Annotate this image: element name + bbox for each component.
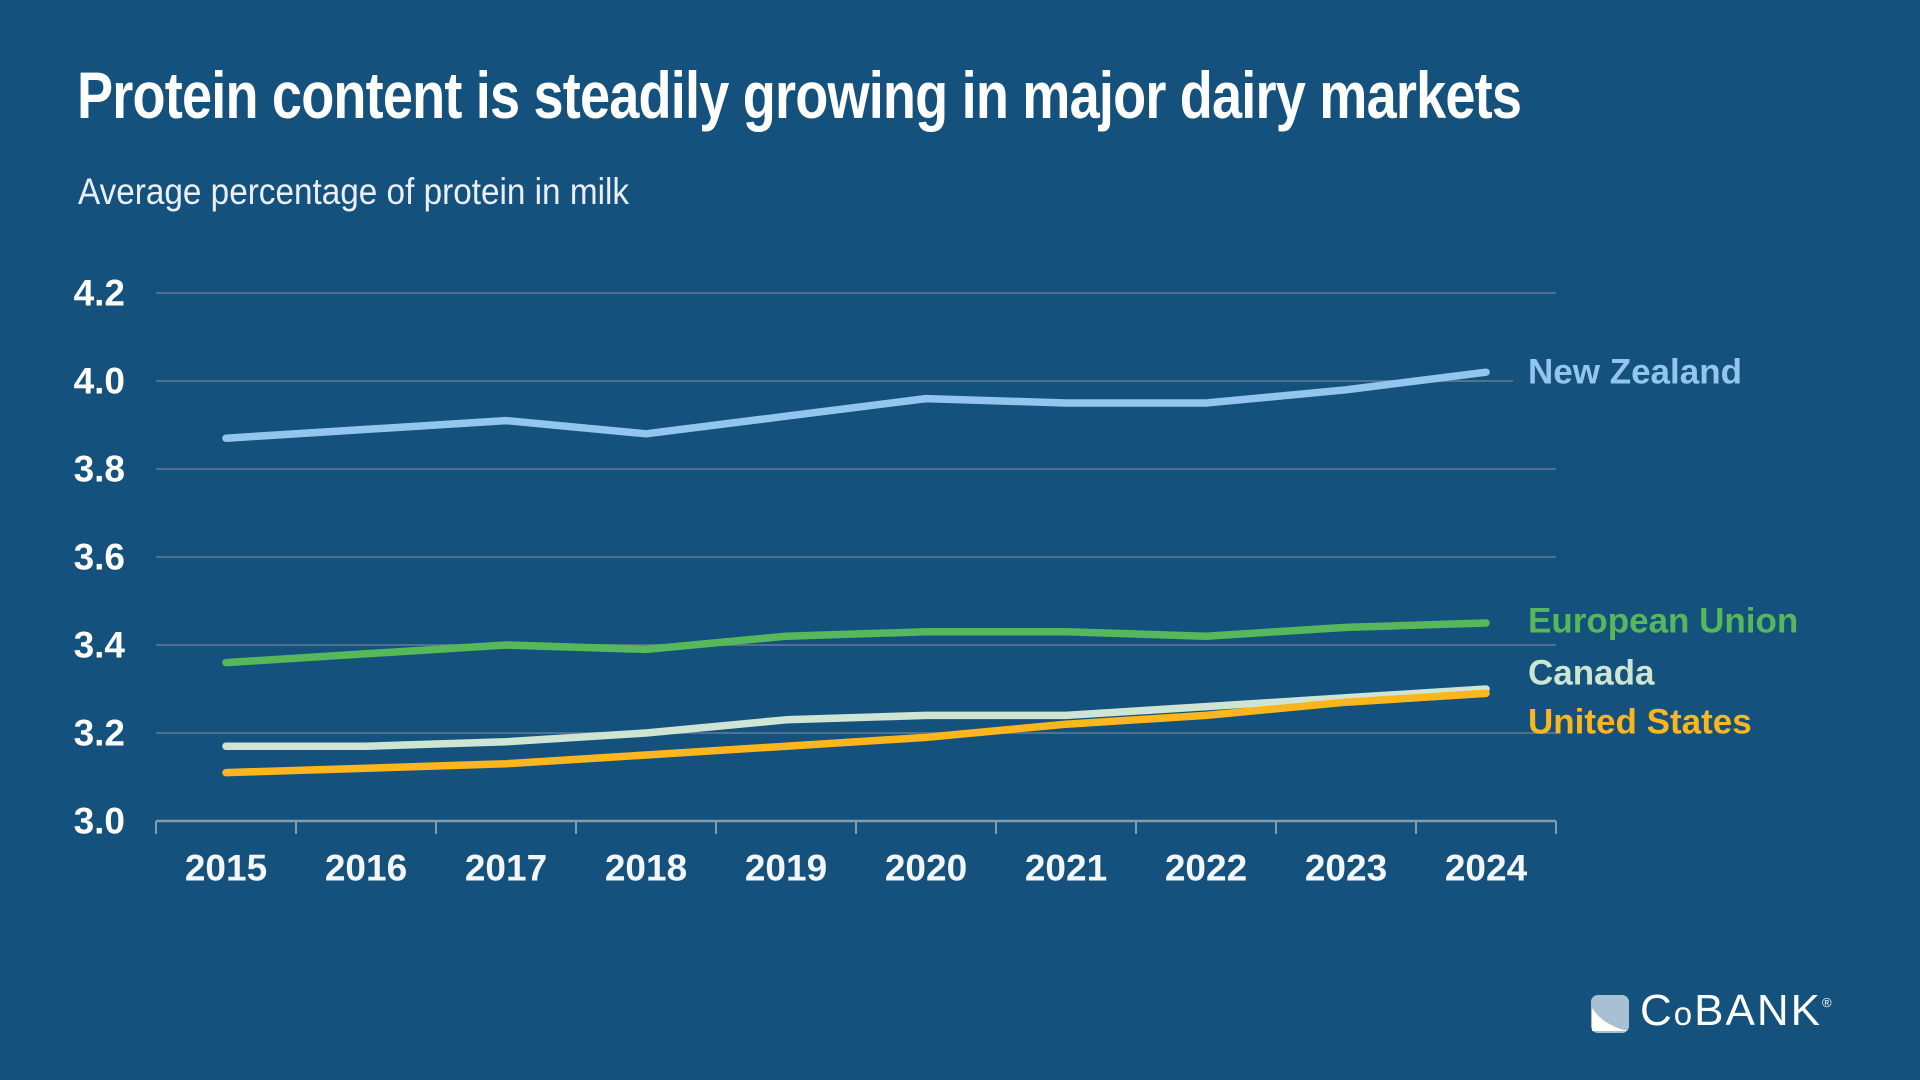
x-axis-label: 2017 bbox=[465, 848, 547, 889]
series-label-new-zealand: New Zealand bbox=[1528, 353, 1742, 392]
y-axis-label: 4.2 bbox=[74, 273, 125, 314]
y-axis-label: 3.2 bbox=[74, 713, 125, 754]
y-axis-label: 3.0 bbox=[74, 801, 125, 842]
cobank-logo-mark bbox=[1591, 995, 1629, 1033]
cobank-logo: CoBANK® bbox=[1591, 984, 1832, 1033]
y-axis-label: 4.0 bbox=[74, 361, 125, 402]
series-label-european-union: European Union bbox=[1528, 602, 1798, 641]
chart-title: Protein content is steadily growing in m… bbox=[77, 58, 1522, 132]
x-axis-label: 2018 bbox=[605, 848, 687, 889]
x-axis-label: 2019 bbox=[745, 848, 827, 889]
y-axis-label: 3.4 bbox=[74, 625, 126, 666]
y-axis-label: 3.6 bbox=[74, 537, 125, 578]
series-line-canada bbox=[222, 685, 1490, 750]
series-label-united-states: United States bbox=[1528, 703, 1752, 742]
y-axis-label: 3.8 bbox=[74, 449, 125, 490]
x-axis-label: 2020 bbox=[885, 848, 967, 889]
series-line-new-zealand bbox=[222, 368, 1490, 442]
x-axis-label: 2023 bbox=[1305, 848, 1387, 889]
registered-trademark: ® bbox=[1821, 995, 1832, 1010]
series-line-european-union bbox=[222, 619, 1490, 667]
chart-subtitle: Average percentage of protein in milk bbox=[78, 171, 630, 212]
x-axis-label: 2015 bbox=[185, 848, 267, 889]
x-axis-label: 2016 bbox=[325, 848, 407, 889]
x-axis-label: 2024 bbox=[1445, 848, 1528, 889]
cobank-logo-text: CoBANK® bbox=[1640, 986, 1832, 1035]
x-axis-label: 2022 bbox=[1165, 848, 1247, 889]
series-label-canada: Canada bbox=[1528, 654, 1655, 693]
series-line-united-states bbox=[222, 689, 1490, 777]
x-axis-label: 2021 bbox=[1025, 848, 1107, 889]
